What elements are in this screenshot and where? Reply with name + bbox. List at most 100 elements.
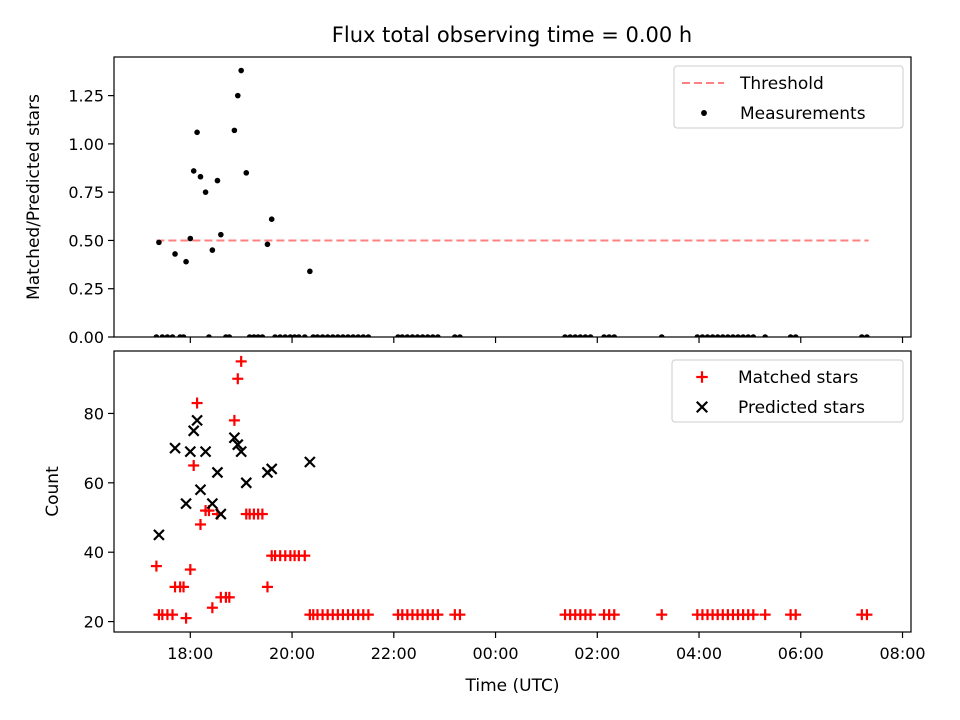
data-point <box>340 334 346 337</box>
data-point <box>355 334 361 337</box>
matched-point <box>261 581 273 593</box>
data-point <box>159 334 166 337</box>
matched-point <box>232 373 244 385</box>
data-point <box>787 334 794 337</box>
data-point <box>324 334 331 337</box>
x-tick-label: 06:00 <box>778 644 824 663</box>
data-point <box>190 168 197 174</box>
data-point <box>587 334 594 337</box>
data-point <box>277 334 283 337</box>
predicted-point <box>169 442 181 454</box>
y-axis-label: Matched/Predicted stars <box>24 94 44 300</box>
data-point <box>572 334 579 337</box>
y-tick-label: 0.25 <box>68 280 104 299</box>
data-point <box>864 334 870 337</box>
predicted-point <box>304 456 316 468</box>
matched-point <box>188 459 200 471</box>
predicted-point <box>211 466 224 479</box>
data-point <box>740 334 746 337</box>
data-point <box>404 334 411 337</box>
data-point <box>419 334 426 337</box>
data-point <box>209 247 216 253</box>
data-point <box>169 334 176 337</box>
data-point <box>435 334 441 337</box>
data-point <box>264 241 271 248</box>
matched-point <box>747 609 759 621</box>
data-point <box>562 334 568 337</box>
data-point <box>714 334 721 337</box>
y-tick-label: 80 <box>84 404 104 423</box>
predicted-point <box>180 497 192 510</box>
y-tick-label: 1.00 <box>68 135 104 154</box>
data-point <box>414 334 421 337</box>
predicted-point <box>206 497 219 510</box>
data-point <box>725 334 731 337</box>
matched-point <box>759 609 771 621</box>
y-tick-label: 1.25 <box>68 87 104 106</box>
data-point <box>792 334 799 337</box>
data-point <box>350 334 356 337</box>
data-point <box>409 334 416 337</box>
matched-point <box>790 609 802 621</box>
matched-point <box>608 609 620 621</box>
y-axis-label: Count <box>43 466 63 517</box>
matched-point <box>167 609 179 621</box>
data-point <box>172 251 178 257</box>
data-point <box>234 92 241 99</box>
data-point <box>238 67 244 74</box>
predicted-point <box>235 445 247 458</box>
data-point <box>187 235 194 242</box>
data-point <box>719 334 726 337</box>
matched-point <box>256 508 268 520</box>
x-tick-label: 04:00 <box>676 644 722 663</box>
data-point <box>457 334 463 337</box>
matched-point <box>454 609 466 621</box>
matched-point <box>656 609 668 621</box>
legend: Threshold Measurements <box>673 65 904 129</box>
data-point <box>345 334 351 337</box>
data-point <box>291 334 298 337</box>
data-point <box>296 334 302 337</box>
x-tick-label: 22:00 <box>371 644 417 663</box>
plot-area <box>150 355 873 624</box>
data-point <box>859 334 865 337</box>
data-point <box>255 334 261 337</box>
data-point <box>430 334 436 337</box>
data-point <box>611 334 618 337</box>
matched-point <box>228 414 240 426</box>
data-point <box>395 334 401 337</box>
data-point <box>567 334 573 337</box>
data-point <box>699 334 706 337</box>
data-point <box>582 334 589 337</box>
x-tick-label: 18:00 <box>167 644 213 663</box>
data-point <box>214 177 221 184</box>
x-tick-label: 02:00 <box>574 644 620 663</box>
data-point <box>180 334 187 337</box>
data-point <box>319 334 326 337</box>
predicted-point <box>187 425 200 437</box>
data-point <box>762 334 768 337</box>
matched-point <box>235 355 247 367</box>
data-point <box>268 216 275 223</box>
matched-point <box>362 609 374 621</box>
predicted-point <box>240 477 253 489</box>
data-point <box>194 129 200 136</box>
data-point <box>750 334 757 337</box>
matched-point <box>299 550 311 562</box>
y-tick-label: 0.00 <box>68 328 104 347</box>
matched-point <box>194 518 206 530</box>
matched-point <box>184 564 196 576</box>
legend-label: Matched stars <box>738 368 858 388</box>
data-point <box>704 334 711 337</box>
predicted-point <box>191 414 203 427</box>
data-point <box>424 334 431 337</box>
legend: Matched stars Predicted stars <box>671 359 904 423</box>
data-point <box>197 173 204 180</box>
data-point <box>709 334 716 337</box>
data-point <box>259 334 266 337</box>
axes-frame <box>113 350 912 633</box>
data-point <box>218 231 224 238</box>
legend-swatch <box>695 400 709 414</box>
x-tick-label: 08:00 <box>879 644 925 663</box>
legend-swatch <box>696 371 708 383</box>
